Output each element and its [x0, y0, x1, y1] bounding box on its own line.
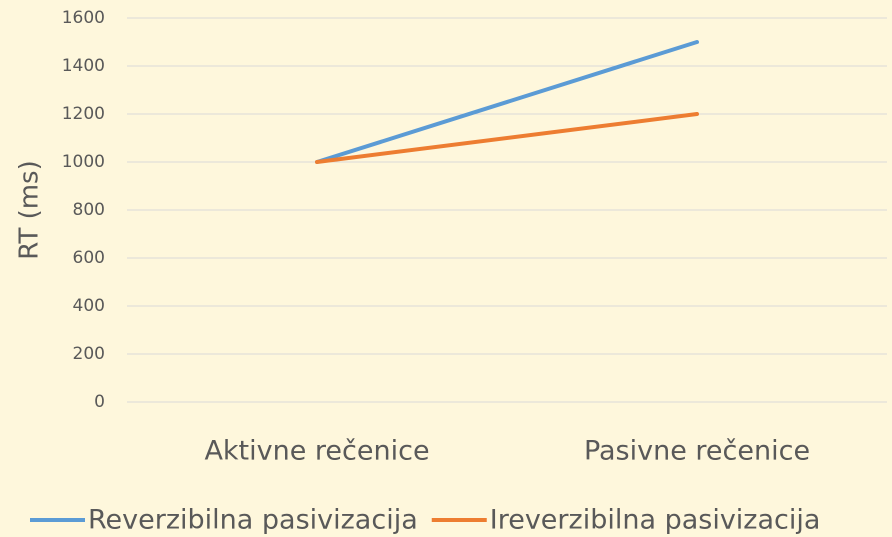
- series-line: [315, 112, 699, 164]
- y-tick-label: 800: [73, 200, 105, 220]
- legend-label: Reverzibilna pasivizacija: [88, 505, 418, 536]
- x-tick-label: Pasivne rečenice: [584, 436, 810, 467]
- series-line: [315, 40, 699, 164]
- y-tick-label: 400: [73, 296, 105, 316]
- y-tick-label: 1400: [62, 56, 105, 76]
- y-tick-label: 1200: [62, 104, 105, 124]
- y-tick-label: 0: [94, 392, 105, 412]
- y-tick-label: 200: [73, 344, 105, 364]
- legend-label: Ireverzibilna pasivizacija: [490, 505, 821, 536]
- x-tick-label: Aktivne rečenice: [204, 436, 429, 467]
- y-tick-label: 600: [73, 248, 105, 268]
- y-axis-label: RT (ms): [15, 160, 45, 259]
- y-tick-label: 1600: [62, 8, 105, 28]
- y-tick-label: 1000: [62, 152, 105, 172]
